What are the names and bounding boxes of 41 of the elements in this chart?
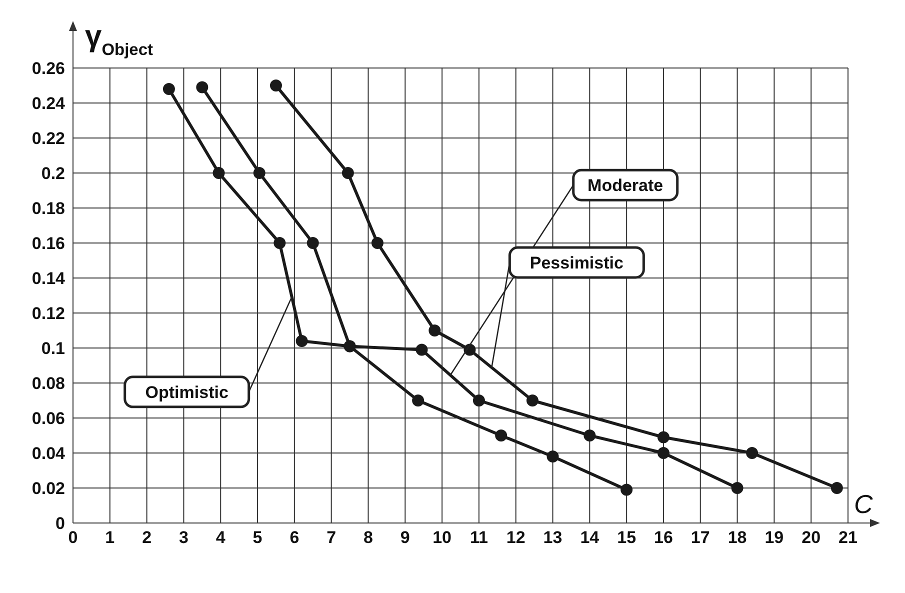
y-tick-label: 0.04 xyxy=(32,444,66,464)
text: Moderate xyxy=(588,176,664,196)
y-axis-title: γ$_{Object}$ xyxy=(85,20,154,59)
x-tick-label: 4 xyxy=(216,528,226,548)
x-tick-label: 13 xyxy=(543,528,562,548)
y-tick-label: 0.26 xyxy=(32,59,65,78)
y-tick-label: 0.2 xyxy=(41,164,65,184)
x-tick-label: 15 xyxy=(617,528,636,548)
x-tick-label: 8 xyxy=(364,528,373,548)
x-tick-label: 0 xyxy=(68,528,78,548)
x-tick-label: 1 xyxy=(105,528,115,548)
x-tick-label: 12 xyxy=(506,528,526,548)
y-tick-label: 0.06 xyxy=(32,409,65,428)
x-tick-label: 6 xyxy=(290,528,300,548)
x-tick-label: 14 xyxy=(580,528,600,548)
text: Pessimistic xyxy=(530,254,624,273)
x-tick-label: 21 xyxy=(838,528,858,548)
y-tick-label: 0.18 xyxy=(32,199,65,218)
x-tick-label: 10 xyxy=(432,528,452,548)
x-tick-label: 16 xyxy=(654,528,673,548)
y-tick-label: 0.12 xyxy=(32,304,65,324)
y-tick-label: 0.1 xyxy=(41,339,65,358)
x-tick-label: 7 xyxy=(326,528,336,548)
text: Optimistic xyxy=(145,382,228,402)
y-tick-label: 0.22 xyxy=(32,129,65,148)
x-tick-label: 3 xyxy=(178,528,188,548)
x-tick-label: 20 xyxy=(802,528,821,548)
x-tick-label: 5 xyxy=(252,528,262,548)
x-tick-label: 17 xyxy=(690,528,710,548)
x-axis-title: C xyxy=(854,489,873,519)
x-tick-label: 9 xyxy=(400,528,410,548)
y-tick-label: 0.14 xyxy=(32,269,66,288)
x-tick-label: 19 xyxy=(764,528,784,548)
y-tick-label: 0.02 xyxy=(32,479,65,498)
y-tick-label: 0 xyxy=(56,514,65,534)
x-tick-label: 2 xyxy=(142,528,152,548)
x-tick-label: 11 xyxy=(470,528,488,548)
x-tick-label: 18 xyxy=(728,528,747,548)
y-tick-label: 0.16 xyxy=(32,234,65,254)
y-tick-label: 0.08 xyxy=(32,374,65,394)
y-tick-label: 0.24 xyxy=(32,94,66,114)
